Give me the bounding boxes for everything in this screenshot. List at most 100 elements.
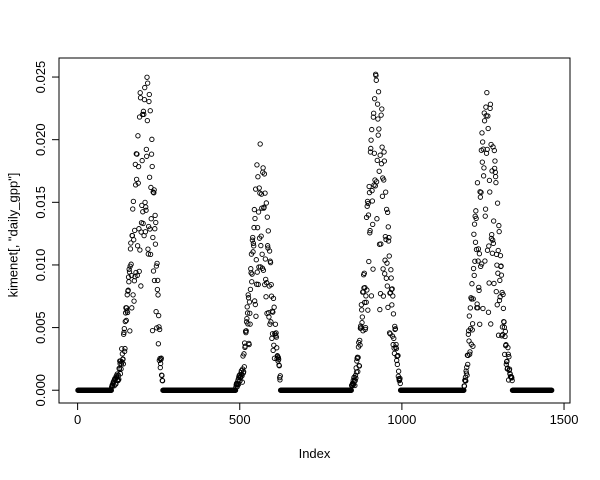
data-point bbox=[470, 265, 477, 272]
data-point bbox=[482, 258, 488, 264]
data-point bbox=[505, 345, 511, 351]
data-point bbox=[249, 237, 256, 243]
data-point bbox=[479, 130, 485, 136]
data-point bbox=[381, 149, 387, 155]
data-point bbox=[482, 213, 488, 219]
data-point bbox=[359, 314, 365, 320]
data-point bbox=[365, 212, 372, 218]
data-point bbox=[251, 224, 257, 231]
data-point bbox=[148, 151, 155, 157]
data-point bbox=[258, 191, 265, 197]
x-tick-label: 1000 bbox=[387, 412, 416, 427]
data-point bbox=[469, 327, 475, 333]
data-point bbox=[254, 162, 260, 168]
data-point bbox=[495, 247, 501, 254]
data-point bbox=[496, 228, 502, 235]
data-point bbox=[124, 309, 131, 316]
data-point bbox=[384, 283, 390, 289]
data-point bbox=[374, 157, 380, 164]
x-tick-label: 1500 bbox=[550, 412, 579, 427]
data-point bbox=[129, 305, 135, 311]
y-axis-title: kimenet[, "daily_gpp"] bbox=[5, 172, 21, 298]
data-point bbox=[256, 264, 262, 270]
data-point bbox=[474, 301, 480, 307]
data-point bbox=[362, 325, 369, 331]
data-point bbox=[475, 305, 481, 311]
data-point bbox=[157, 326, 163, 333]
data-point bbox=[493, 288, 499, 295]
data-point bbox=[502, 351, 508, 357]
data-point bbox=[497, 252, 504, 259]
data-point bbox=[255, 281, 261, 288]
data-point bbox=[384, 209, 391, 216]
data-point bbox=[361, 270, 367, 276]
x-tick-label: 500 bbox=[229, 412, 251, 427]
data-point bbox=[476, 287, 482, 293]
data-point bbox=[473, 208, 479, 214]
data-point bbox=[502, 333, 508, 340]
data-point bbox=[247, 321, 253, 327]
data-point bbox=[249, 279, 255, 285]
data-point bbox=[144, 74, 150, 80]
data-point bbox=[149, 136, 155, 142]
data-point bbox=[486, 177, 493, 184]
data-point bbox=[141, 111, 147, 117]
data-point bbox=[122, 318, 128, 325]
data-point bbox=[265, 245, 271, 251]
data-point bbox=[363, 293, 369, 299]
data-point bbox=[479, 139, 486, 145]
data-point bbox=[114, 371, 120, 377]
data-point bbox=[371, 150, 377, 156]
data-point bbox=[118, 366, 124, 372]
data-point bbox=[147, 108, 153, 114]
data-point bbox=[120, 361, 126, 367]
data-point bbox=[369, 198, 376, 204]
data-point bbox=[465, 361, 471, 368]
data-point bbox=[273, 334, 280, 340]
data-point bbox=[245, 295, 252, 301]
data-point bbox=[268, 282, 274, 288]
data-point bbox=[140, 108, 147, 114]
data-point bbox=[241, 351, 247, 357]
data-point bbox=[383, 189, 389, 195]
data-point bbox=[127, 328, 133, 334]
data-point bbox=[500, 305, 507, 312]
data-point bbox=[482, 206, 489, 212]
data-point bbox=[487, 189, 493, 195]
data-point bbox=[370, 114, 377, 120]
data-point bbox=[498, 263, 504, 269]
data-point bbox=[376, 168, 382, 174]
data-point bbox=[483, 104, 489, 110]
data-point bbox=[388, 275, 394, 281]
data-point bbox=[128, 261, 134, 267]
data-point bbox=[465, 331, 472, 337]
data-point bbox=[390, 293, 396, 299]
data-point bbox=[272, 321, 279, 327]
data-point bbox=[367, 227, 373, 234]
data-point bbox=[381, 177, 387, 183]
data-point bbox=[386, 234, 392, 241]
y-tick-label: 0.020 bbox=[33, 123, 48, 156]
data-point bbox=[131, 237, 137, 243]
data-point bbox=[137, 90, 143, 96]
data-point bbox=[156, 324, 162, 330]
data-point bbox=[385, 238, 392, 244]
data-point bbox=[375, 132, 381, 138]
data-point bbox=[383, 275, 389, 281]
data-point bbox=[352, 377, 358, 384]
data-point bbox=[397, 375, 403, 382]
data-point bbox=[138, 283, 144, 289]
data-point bbox=[245, 321, 251, 327]
data-point bbox=[480, 173, 487, 179]
data-point bbox=[269, 308, 275, 314]
data-point bbox=[378, 241, 384, 247]
data-point bbox=[145, 80, 151, 86]
data-point bbox=[143, 207, 149, 213]
data-point bbox=[264, 243, 271, 249]
data-point bbox=[389, 302, 395, 308]
data-point bbox=[257, 141, 263, 147]
data-point bbox=[504, 358, 510, 364]
data-point bbox=[395, 368, 402, 374]
data-point bbox=[365, 200, 371, 207]
